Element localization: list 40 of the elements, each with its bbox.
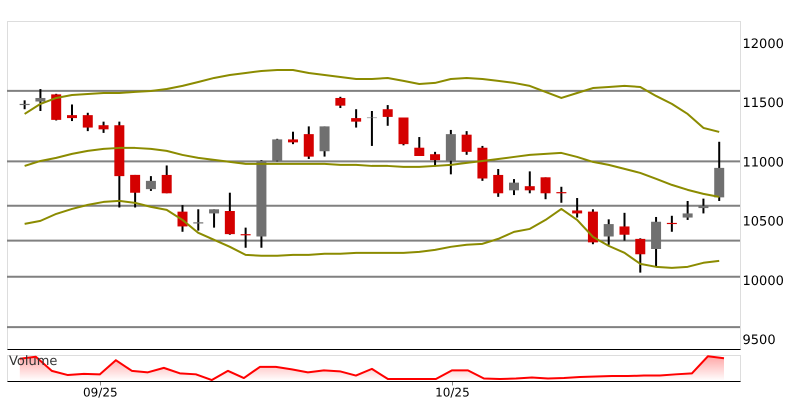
candlestick: [682, 200, 693, 221]
candlestick: [556, 186, 566, 204]
candlestick: [240, 226, 251, 249]
candlestick: [604, 218, 614, 246]
candlestick: [524, 170, 535, 194]
candlestick: [98, 120, 109, 134]
candlestick: [130, 174, 140, 208]
y-tick-label: 11000: [742, 155, 784, 170]
candlestick: [272, 138, 282, 162]
candlestick: [146, 175, 156, 192]
candlestick: [351, 108, 362, 129]
candlestick: [35, 88, 46, 112]
y-tick-label: 10500: [742, 214, 784, 230]
candlestick: [698, 198, 708, 214]
candlestick: [572, 197, 582, 219]
candlestick: [382, 104, 393, 127]
x-tick-label: 09/25: [83, 386, 118, 400]
candlestick: [304, 125, 314, 160]
candlestick: [635, 237, 646, 274]
candlestick: [162, 164, 172, 194]
candlestick: [414, 136, 424, 157]
y-tick-label: 11500: [742, 96, 784, 112]
y-tick-label: 9500: [742, 333, 776, 348]
candlestick: [430, 150, 440, 168]
candlestick: [462, 130, 472, 156]
candlestick: [288, 130, 298, 146]
candlestick: [493, 168, 504, 198]
line-series: [24, 69, 720, 133]
line-series: [24, 200, 720, 269]
candlestick: [224, 192, 235, 236]
candlestick: [620, 212, 630, 242]
y-tick-label: 12000: [742, 37, 784, 52]
candlestick: [209, 208, 220, 229]
candlestick: [66, 103, 77, 122]
candlestick: [335, 96, 346, 110]
x-tick-label: 10/25: [435, 386, 470, 400]
candlestick: [508, 178, 519, 196]
candlestick: [82, 112, 93, 132]
y-tick-label: 10000: [742, 274, 784, 289]
candlestick: [540, 176, 551, 200]
